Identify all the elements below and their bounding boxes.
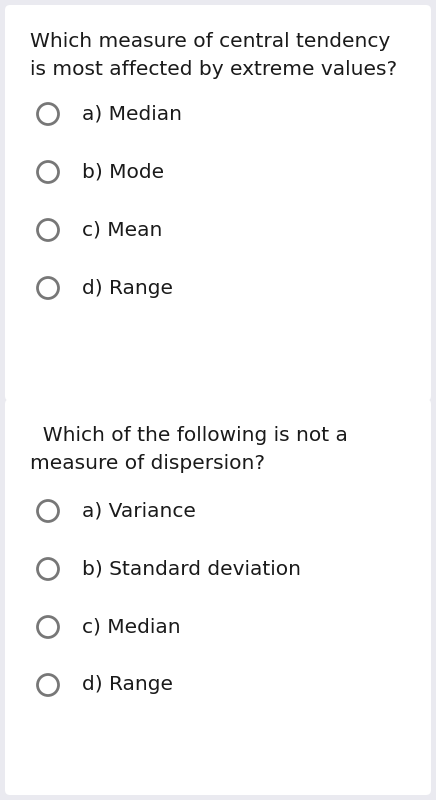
Circle shape — [37, 219, 58, 241]
Circle shape — [37, 558, 58, 579]
Circle shape — [37, 674, 58, 695]
Text: c) Median: c) Median — [82, 618, 181, 637]
Text: b) Standard deviation: b) Standard deviation — [82, 559, 301, 578]
Text: d) Range: d) Range — [82, 675, 173, 694]
Text: b) Mode: b) Mode — [82, 162, 164, 182]
Text: a) Median: a) Median — [82, 105, 182, 123]
Text: measure of dispersion?: measure of dispersion? — [30, 454, 265, 473]
Text: Which measure of central tendency: Which measure of central tendency — [30, 32, 390, 51]
Text: a) Variance: a) Variance — [82, 502, 196, 521]
FancyBboxPatch shape — [5, 5, 431, 401]
Circle shape — [37, 103, 58, 125]
Text: c) Mean: c) Mean — [82, 221, 162, 239]
Circle shape — [37, 501, 58, 522]
FancyBboxPatch shape — [5, 399, 431, 795]
Circle shape — [37, 278, 58, 298]
Circle shape — [37, 617, 58, 638]
Text: d) Range: d) Range — [82, 278, 173, 298]
Circle shape — [37, 162, 58, 182]
Text: is most affected by extreme values?: is most affected by extreme values? — [30, 60, 397, 79]
Text: Which of the following is not a: Which of the following is not a — [30, 426, 348, 445]
